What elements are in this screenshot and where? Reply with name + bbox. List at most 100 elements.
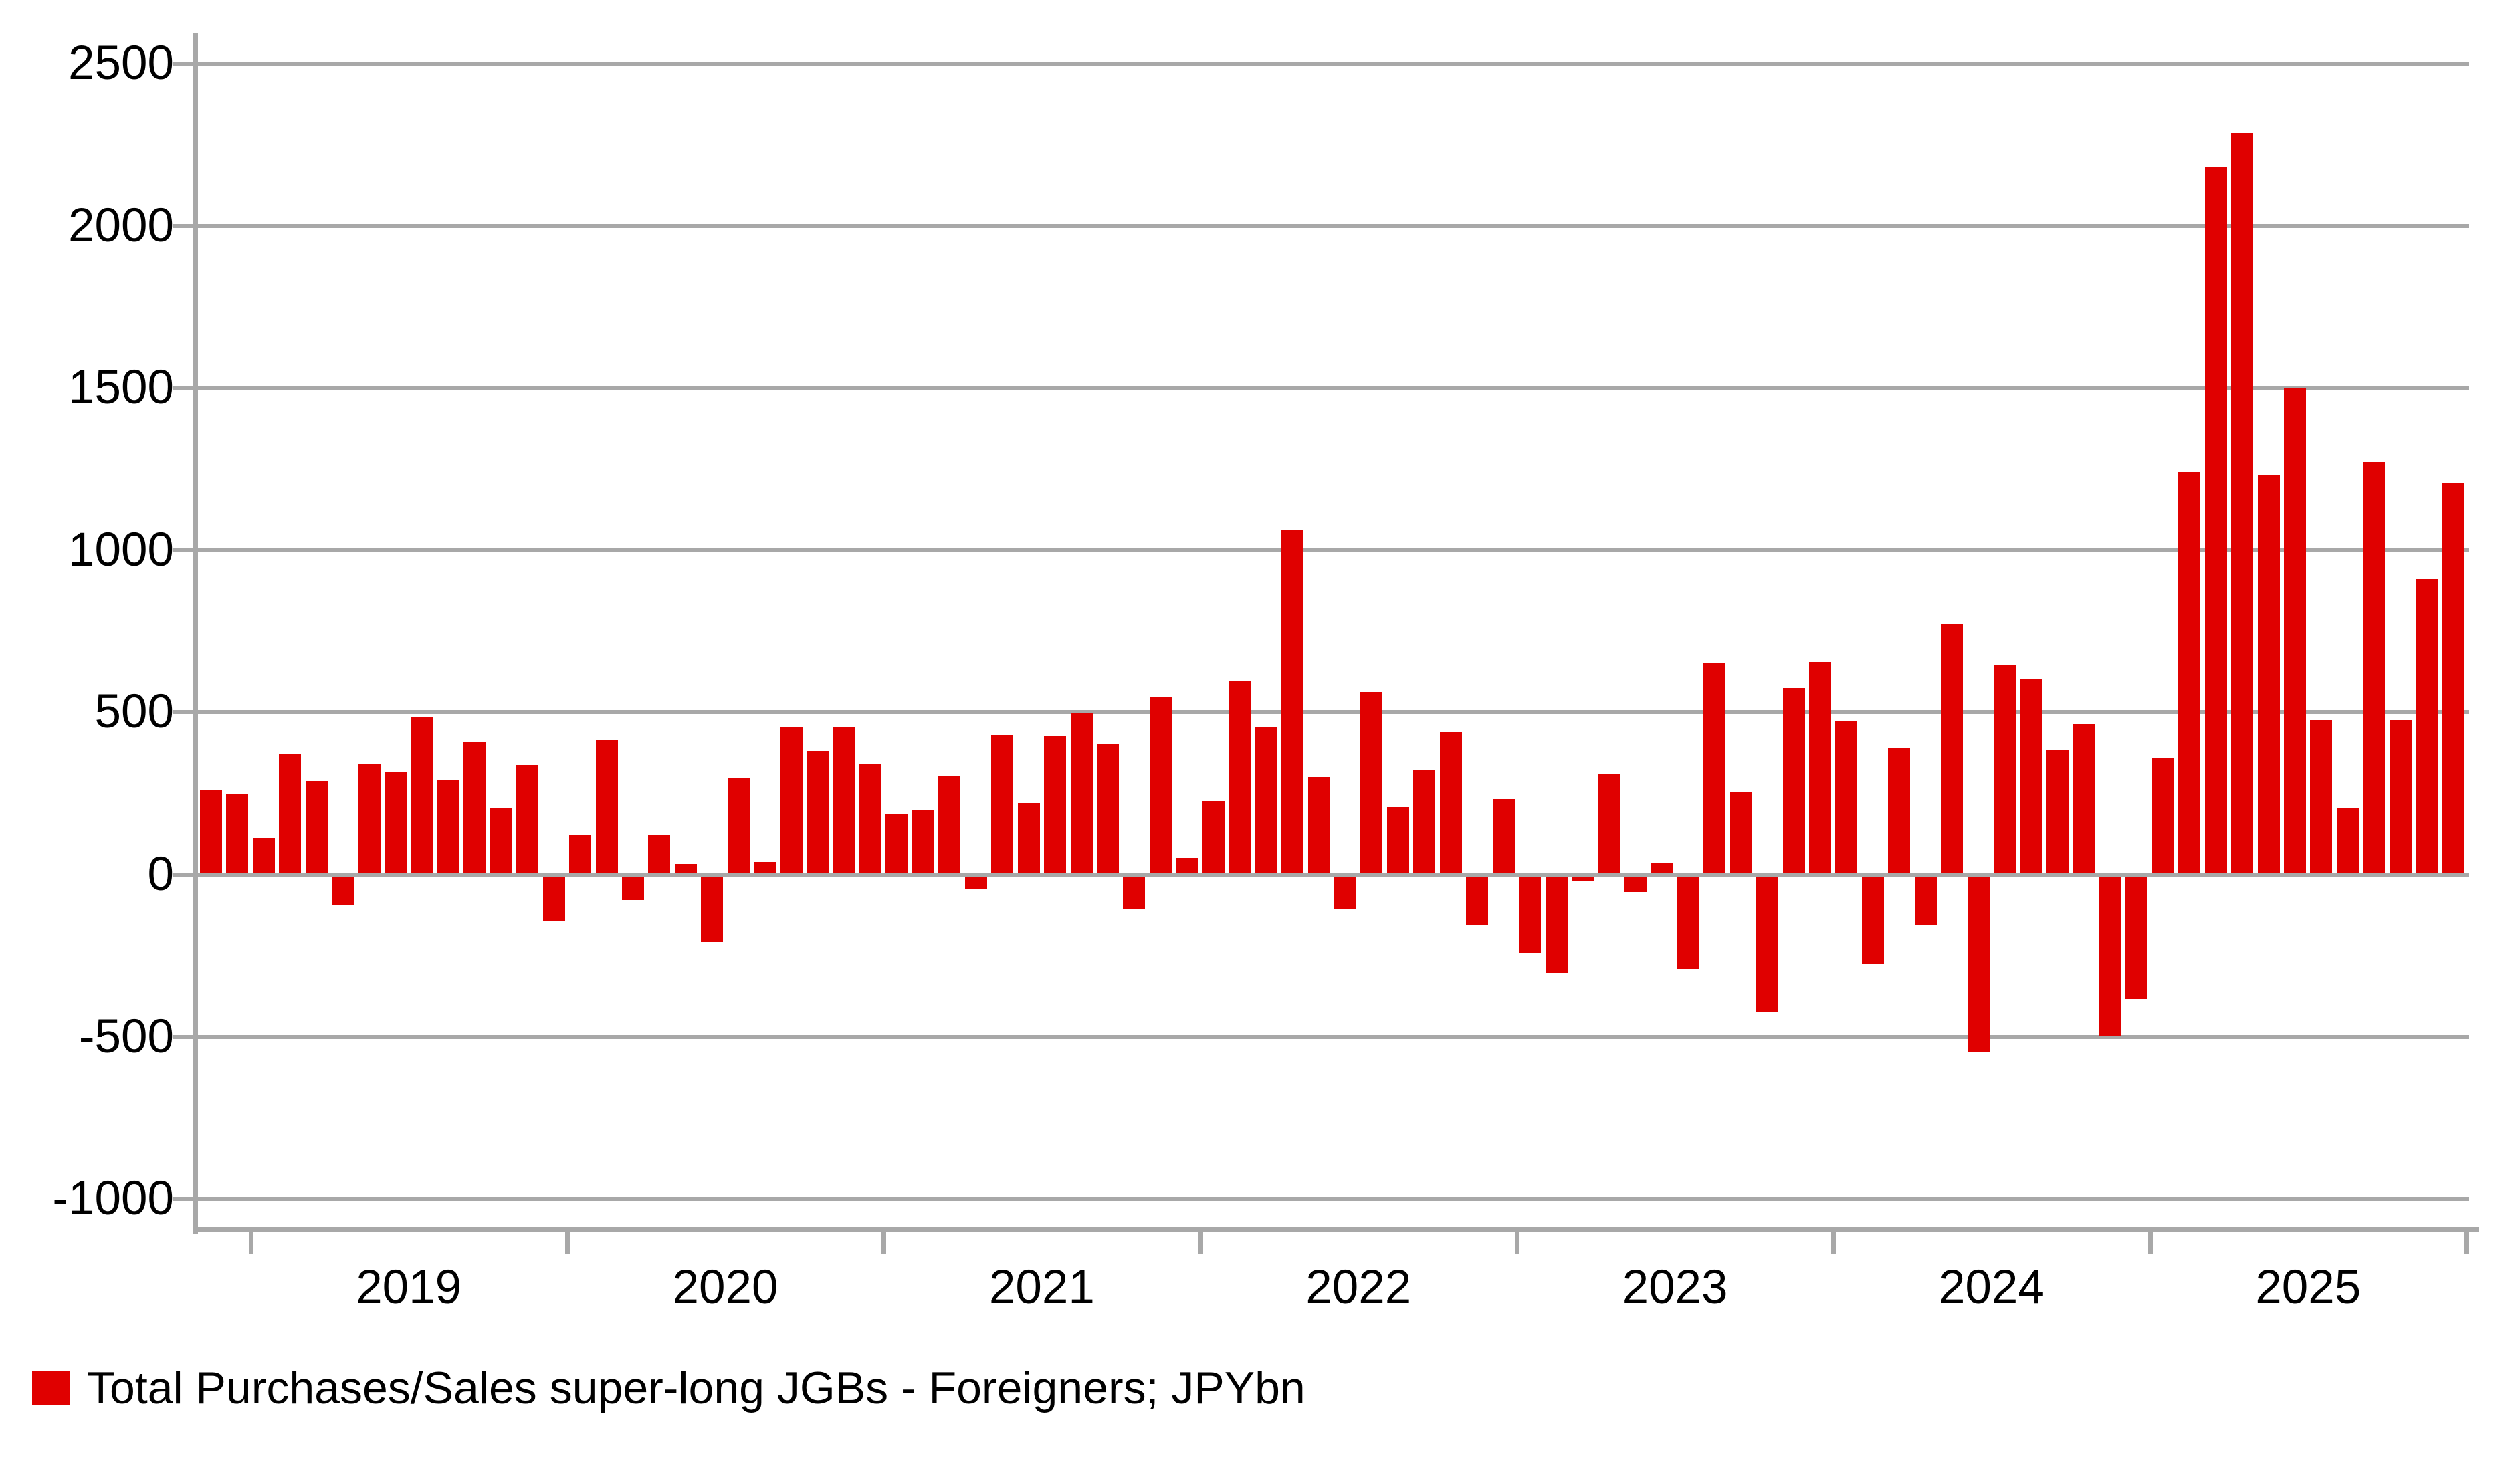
bar <box>2284 388 2307 875</box>
bar <box>1703 663 1726 875</box>
bar <box>1729 791 1752 875</box>
bar <box>1255 726 1277 875</box>
y-axis-tick <box>173 223 195 228</box>
bar <box>1070 713 1093 875</box>
bar <box>1307 777 1330 875</box>
gridline--500 <box>195 1034 2469 1039</box>
x-axis-year-label: 2020 <box>672 1261 778 1314</box>
bar <box>1386 806 1409 875</box>
bar <box>727 778 750 875</box>
gridline-1000 <box>195 548 2469 552</box>
bar <box>1835 721 1858 875</box>
y-axis-label: 1500 <box>68 361 174 415</box>
bar <box>621 875 644 900</box>
bar <box>674 864 697 875</box>
gridline-500 <box>195 710 2469 715</box>
bar <box>1994 665 2016 875</box>
bar <box>859 764 881 875</box>
y-axis-label: 1000 <box>68 523 174 576</box>
bar <box>2125 875 2148 1000</box>
bar <box>437 779 459 875</box>
bar <box>1360 692 1383 875</box>
bar <box>411 717 433 875</box>
bar <box>1782 687 1805 875</box>
y-axis-label: 2000 <box>68 199 174 252</box>
bar <box>1334 875 1356 909</box>
bar <box>2389 719 2412 875</box>
bar <box>938 776 961 875</box>
bar <box>1176 858 1198 875</box>
bar <box>2178 472 2201 875</box>
bar <box>1202 800 1225 875</box>
bar <box>2310 719 2333 875</box>
x-axis-tick <box>564 1229 570 1254</box>
x-axis-line <box>193 1227 2479 1232</box>
gridline--1000 <box>195 1197 2469 1202</box>
bar <box>1519 875 1542 954</box>
y-axis-tick <box>173 548 195 552</box>
x-axis-year-label: 2025 <box>2255 1261 2361 1314</box>
bar <box>2416 579 2438 875</box>
bar <box>2151 757 2174 875</box>
x-axis-year-label: 2023 <box>1622 1261 1728 1314</box>
y-axis-tick <box>173 386 195 390</box>
x-axis-year-label: 2019 <box>356 1261 462 1314</box>
bar <box>305 780 328 875</box>
bar <box>384 771 407 875</box>
bar <box>226 794 249 875</box>
bar <box>991 735 1014 875</box>
bar <box>1017 803 1040 875</box>
x-axis-tick <box>2464 1229 2469 1254</box>
y-axis-tick <box>173 1034 195 1039</box>
y-axis-tick <box>173 710 195 715</box>
bar <box>701 875 724 943</box>
bar <box>1941 623 1964 875</box>
bar <box>754 861 776 875</box>
bar <box>490 808 512 875</box>
bar <box>332 875 354 905</box>
bar <box>807 750 829 875</box>
zero-axis-line <box>195 873 2469 877</box>
bar <box>1123 875 1146 910</box>
x-axis-year-label: 2024 <box>1938 1261 2044 1314</box>
bar <box>1888 748 1911 875</box>
bar <box>1572 875 1594 881</box>
gridline-1500 <box>195 386 2469 390</box>
bar <box>516 765 539 875</box>
bar <box>279 754 302 875</box>
legend-label: Total Purchases/Sales super-long JGBs - … <box>87 1363 1305 1413</box>
bar <box>912 809 934 875</box>
bar <box>1439 731 1462 875</box>
bar <box>1624 875 1647 893</box>
bar <box>2336 807 2359 875</box>
y-axis-label: 0 <box>147 848 175 901</box>
bar <box>2363 461 2386 875</box>
bar <box>1651 863 1673 875</box>
y-axis-label: 2500 <box>68 37 174 90</box>
y-axis-tick <box>173 1197 195 1202</box>
bar <box>1545 875 1568 973</box>
y-axis-label: -1000 <box>52 1172 174 1226</box>
bar <box>542 875 565 921</box>
legend-color-swatch <box>32 1371 70 1405</box>
y-axis-tick <box>173 62 195 66</box>
bar <box>1809 662 1832 875</box>
bar <box>1096 744 1119 875</box>
legend: Total Purchases/Sales super-long JGBs - … <box>32 1364 1305 1412</box>
bar <box>1861 875 1884 964</box>
y-axis-label: 500 <box>94 685 174 739</box>
x-axis-tick <box>1831 1229 1836 1254</box>
bar <box>199 790 222 875</box>
bar <box>1967 875 1990 1052</box>
gridline-2500 <box>195 62 2469 66</box>
y-axis-label: -500 <box>78 1010 174 1063</box>
y-axis-tick <box>173 873 195 877</box>
x-axis-tick <box>1514 1229 1519 1254</box>
bar <box>1492 798 1515 875</box>
bar <box>1149 697 1172 875</box>
x-axis-tick <box>248 1229 253 1254</box>
bar <box>463 741 486 875</box>
bar <box>595 739 618 875</box>
bar <box>2442 482 2464 875</box>
